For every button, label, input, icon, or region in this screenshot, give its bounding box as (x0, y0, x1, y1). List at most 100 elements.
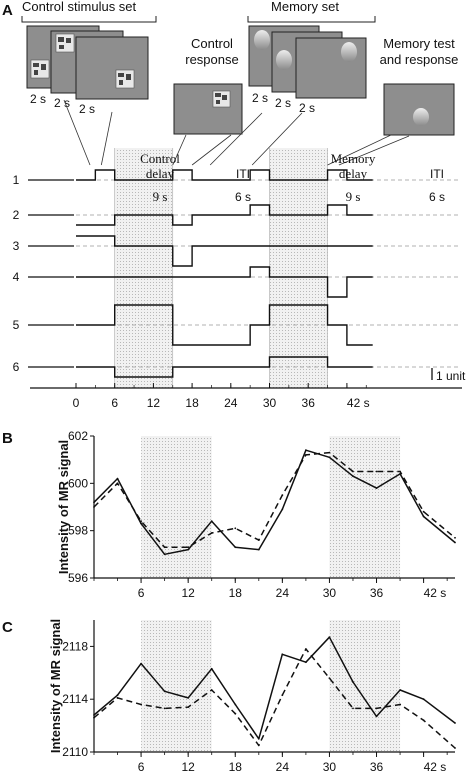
x-axis-tick-label: 30 (323, 586, 337, 600)
data-point-solid (399, 689, 401, 691)
mem-duration-1: 2 s (252, 91, 268, 105)
delay-band-1 (141, 620, 212, 752)
delay-band-2 (269, 148, 328, 388)
connector-line (327, 134, 392, 166)
y-axis-tick-label: 600 (68, 476, 88, 490)
data-point-dashed (163, 546, 166, 549)
data-point-dashed (328, 677, 331, 679)
x-axis-tick-label: 18 (229, 586, 243, 600)
plot-c: 2110 2114 2118 6 12 18 24 30 36 42 s Intensity of … (48, 619, 456, 774)
data-point-dashed (140, 703, 143, 706)
data-point-solid (305, 661, 307, 664)
row-label: 1 (13, 173, 20, 187)
data-point-dashed (399, 703, 401, 706)
y-axis-label: Intensity of MR signal (48, 619, 63, 753)
memory-test-label-1: Memory test (383, 36, 455, 51)
x-axis-tick-label: 24 (276, 586, 290, 600)
data-point-solid (352, 475, 354, 478)
y-axis-tick-label: 598 (68, 524, 88, 538)
face-image (341, 42, 357, 62)
control-set-bracket (21, 16, 157, 23)
data-point-dashed (281, 694, 284, 697)
regressor-trace (76, 204, 373, 226)
data-point-dashed (163, 707, 166, 710)
data-point-dashed (140, 520, 143, 523)
time-axis-tick-label: 24 (224, 396, 238, 410)
control-delay-label-1: Control (140, 151, 180, 166)
stim-duration-2: 2 s (54, 96, 70, 110)
data-point-solid (454, 541, 456, 544)
x-axis-tick-label: 42 s (424, 586, 447, 600)
x-axis-tick-label: 6 (138, 586, 145, 600)
series-line-dashed (93, 648, 456, 749)
connector-line (172, 134, 187, 166)
x-axis-tick-label: 36 (370, 586, 384, 600)
data-point-solid (257, 737, 260, 740)
data-point-solid (93, 501, 95, 504)
panel-label-b: B (2, 430, 13, 447)
data-point-dashed (454, 747, 456, 749)
regressor-trace (76, 266, 373, 298)
plot-b: 596 598 600 602 6 12 18 24 30 36 42 s Intensity of … (56, 429, 456, 600)
time-axis-tick-label: 30 (263, 396, 277, 410)
y-axis-tick-label: 596 (68, 571, 88, 585)
data-point-solid (422, 698, 425, 701)
data-point-solid (352, 681, 354, 683)
regressor-trace (76, 169, 373, 181)
control-response-label-1: Control (191, 36, 233, 51)
row-label: 2 (13, 208, 20, 222)
regressor-trace (76, 235, 373, 267)
data-point-dashed (187, 706, 190, 708)
data-point-dashed (454, 536, 456, 539)
time-axis-tick-label: 18 (185, 396, 199, 410)
delay-band-2 (329, 620, 401, 752)
data-point-solid (210, 667, 213, 670)
data-point-solid (234, 546, 237, 549)
iti-label-2: ITI (430, 167, 444, 181)
data-point-solid (234, 703, 237, 706)
data-point-dashed (305, 648, 307, 650)
data-point-dashed (210, 689, 213, 691)
x-axis-tick-label: 24 (276, 760, 290, 774)
data-point-dashed (93, 506, 95, 508)
data-point-dashed (375, 707, 378, 710)
data-point-solid (328, 636, 331, 639)
data-point-solid (257, 548, 260, 551)
data-point-solid (93, 714, 95, 716)
mem-duration-2: 2 s (275, 96, 291, 110)
data-point-solid (140, 662, 143, 665)
row-label: 3 (13, 239, 20, 253)
time-axis-tick-label: 36 (302, 396, 316, 410)
row-label: 5 (13, 318, 20, 332)
data-point-solid (305, 449, 307, 452)
stim-duration-1: 2 s (30, 92, 46, 106)
row-label: 4 (13, 270, 20, 284)
data-point-solid (210, 520, 213, 523)
data-point-solid (375, 487, 378, 489)
y-axis-tick-label: 2118 (62, 639, 88, 653)
control-delay-label-2: delay (146, 166, 175, 181)
y-axis-tick-label: 2114 (62, 692, 88, 706)
iti-duration-2: 6 s (429, 190, 445, 204)
delay-band-1 (114, 148, 173, 388)
connector-line (100, 111, 113, 166)
data-point-dashed (210, 532, 213, 534)
y-axis-tick-label: 602 (68, 429, 88, 443)
x-axis-tick-label: 12 (181, 586, 195, 600)
connector-line (209, 112, 263, 166)
data-point-solid (422, 515, 425, 518)
panel-label-a: A (2, 2, 13, 19)
data-point-dashed (352, 707, 354, 710)
control-response-card (173, 83, 243, 135)
time-axis-tick-label: 6 (111, 396, 118, 410)
connector-line (191, 134, 232, 166)
time-axis-tick-label: 12 (147, 396, 161, 410)
mem-duration-3: 2 s (299, 101, 315, 115)
row-label: 6 (13, 360, 20, 374)
memory-set-bracket (247, 16, 376, 23)
memory-delay-label-1: Memory (331, 151, 376, 166)
memory-delay-duration: 9 s (346, 189, 361, 204)
data-point-solid (281, 653, 284, 656)
regressor-trace (76, 304, 373, 346)
